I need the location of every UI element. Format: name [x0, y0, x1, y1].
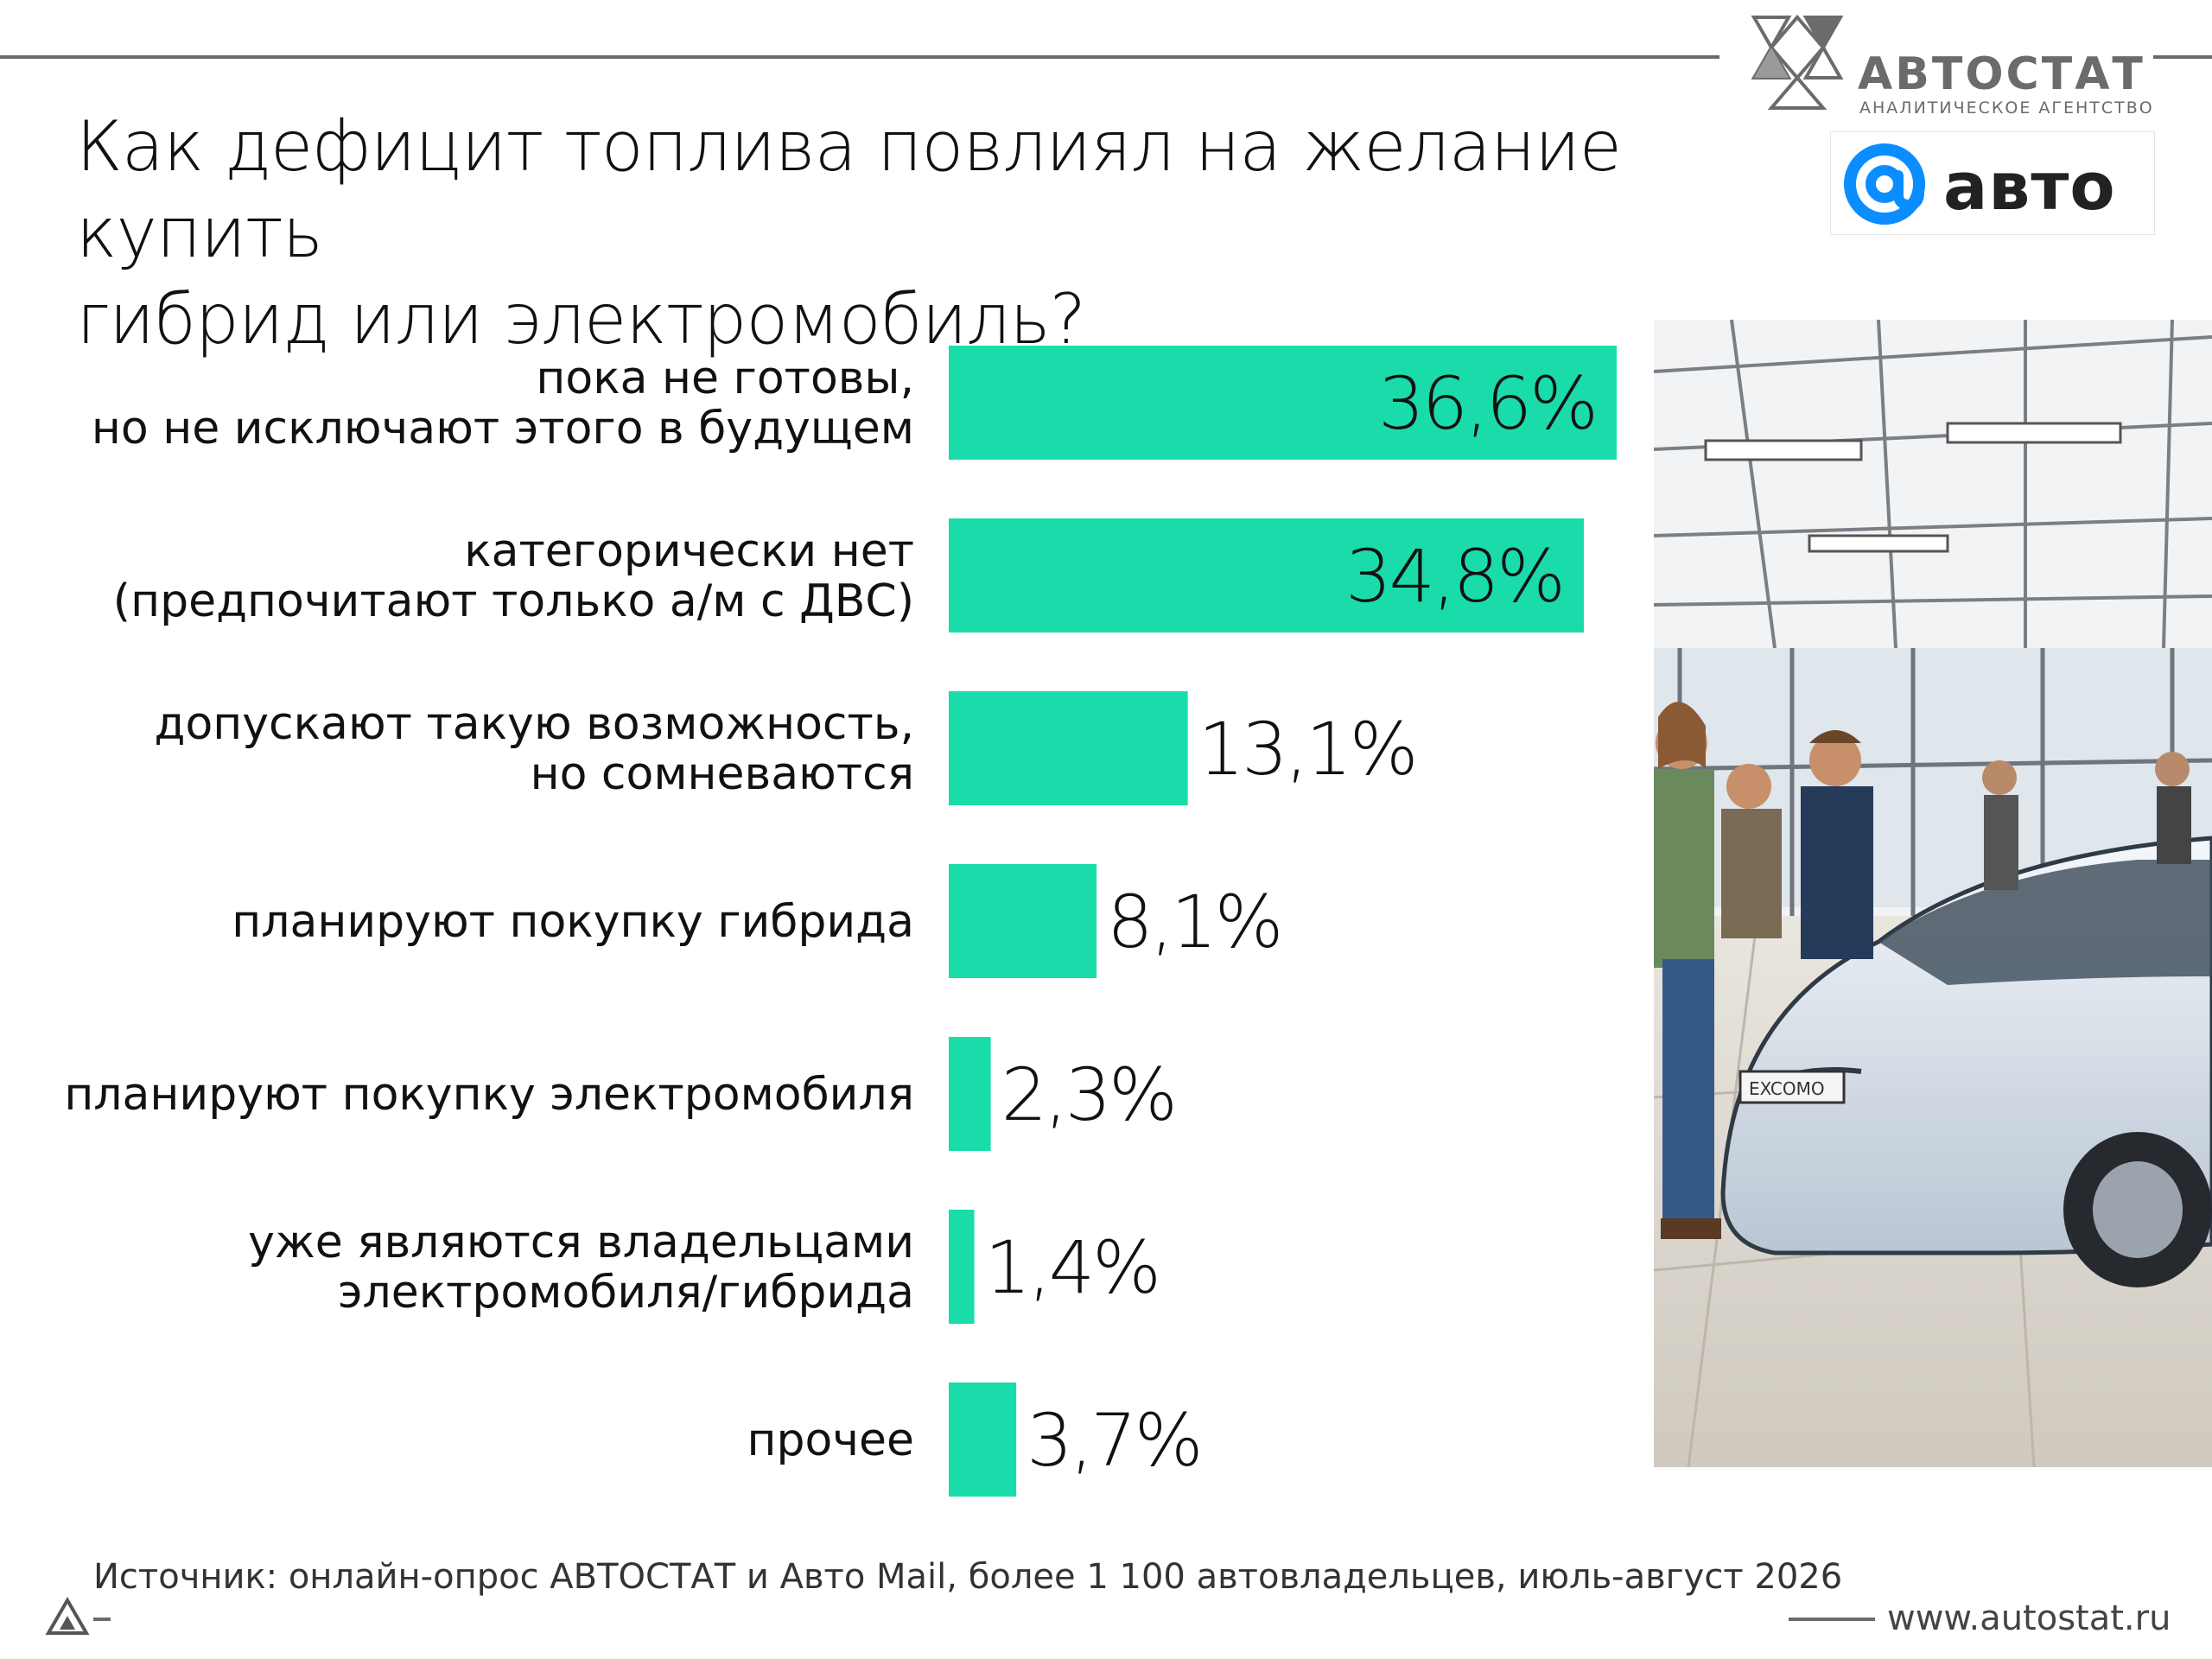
bar-6	[949, 1210, 975, 1324]
source-note: Источник: онлайн-опрос АВТОСТАТ и Авто M…	[93, 1557, 1842, 1597]
category-label-2-line-1: категорически нет	[464, 525, 914, 577]
plate-text: EXCOMO	[1749, 1078, 1825, 1099]
at-sign-icon	[1836, 141, 1933, 227]
category-label-4-line-1: планируют покупку гибрида	[232, 896, 914, 948]
category-label-6-line-1: уже являются владельцами	[248, 1217, 914, 1268]
mail-auto-word: авто	[1943, 148, 2116, 225]
showroom-photo: EXCOMO	[1654, 320, 2212, 1467]
site-link[interactable]: www.autostat.ru	[1887, 1599, 2171, 1638]
category-label-1-line-2: но не исключают этого в будущем	[92, 403, 914, 454]
category-label-3-line-2: но сомневаются	[531, 748, 914, 800]
category-label-3-line-1: допускают такую возможность,	[154, 698, 914, 750]
category-label-7-line-1: прочее	[747, 1414, 914, 1466]
category-label-1-line-1: пока не готовы,	[536, 353, 914, 404]
bar-5	[949, 1037, 991, 1151]
autostat-name: АВТОСТАТ	[1858, 48, 2145, 100]
top-rule-right	[2153, 55, 2212, 59]
autostat-mark-icon	[1745, 9, 1849, 117]
value-label-5: 2,3%	[1001, 1052, 1175, 1137]
bar-chart: 36,6% пока не готовы,но не исключают этог…	[0, 302, 1642, 1512]
category-label-5-line-1: планируют покупку электромобиля	[64, 1069, 914, 1121]
bottom-rule-right	[1789, 1618, 1875, 1621]
bar-7	[949, 1382, 1016, 1497]
title-line-1: Как дефицит топлива повлиял на желание к…	[76, 104, 1761, 276]
value-label-2: 34,8%	[1345, 534, 1563, 619]
value-label-1: 36,6%	[1378, 361, 1596, 446]
autostat-logo: АВТОСТАТ АНАЛИТИЧЕСКОЕ АГЕНТСТВО	[1745, 9, 2160, 121]
category-label-6-line-2: электромобиля/гибрида	[338, 1267, 914, 1319]
autostat-subtitle: АНАЛИТИЧЕСКОЕ АГЕНТСТВО	[1859, 99, 2154, 118]
bar-4	[949, 864, 1096, 978]
value-label-7: 3,7%	[1027, 1398, 1200, 1483]
bar-3	[949, 691, 1188, 805]
value-label-3: 13,1%	[1198, 707, 1416, 791]
mail-auto-logo: авто	[1830, 131, 2155, 235]
bottom-rule-left	[93, 1618, 111, 1621]
top-rule	[0, 55, 1719, 59]
value-label-6: 1,4%	[985, 1225, 1159, 1310]
autostat-corner-icon	[45, 1597, 90, 1637]
value-label-4: 8,1%	[1107, 880, 1281, 964]
category-label-2-line-2: (предпочитают только а/м с ДВС)	[113, 575, 914, 627]
